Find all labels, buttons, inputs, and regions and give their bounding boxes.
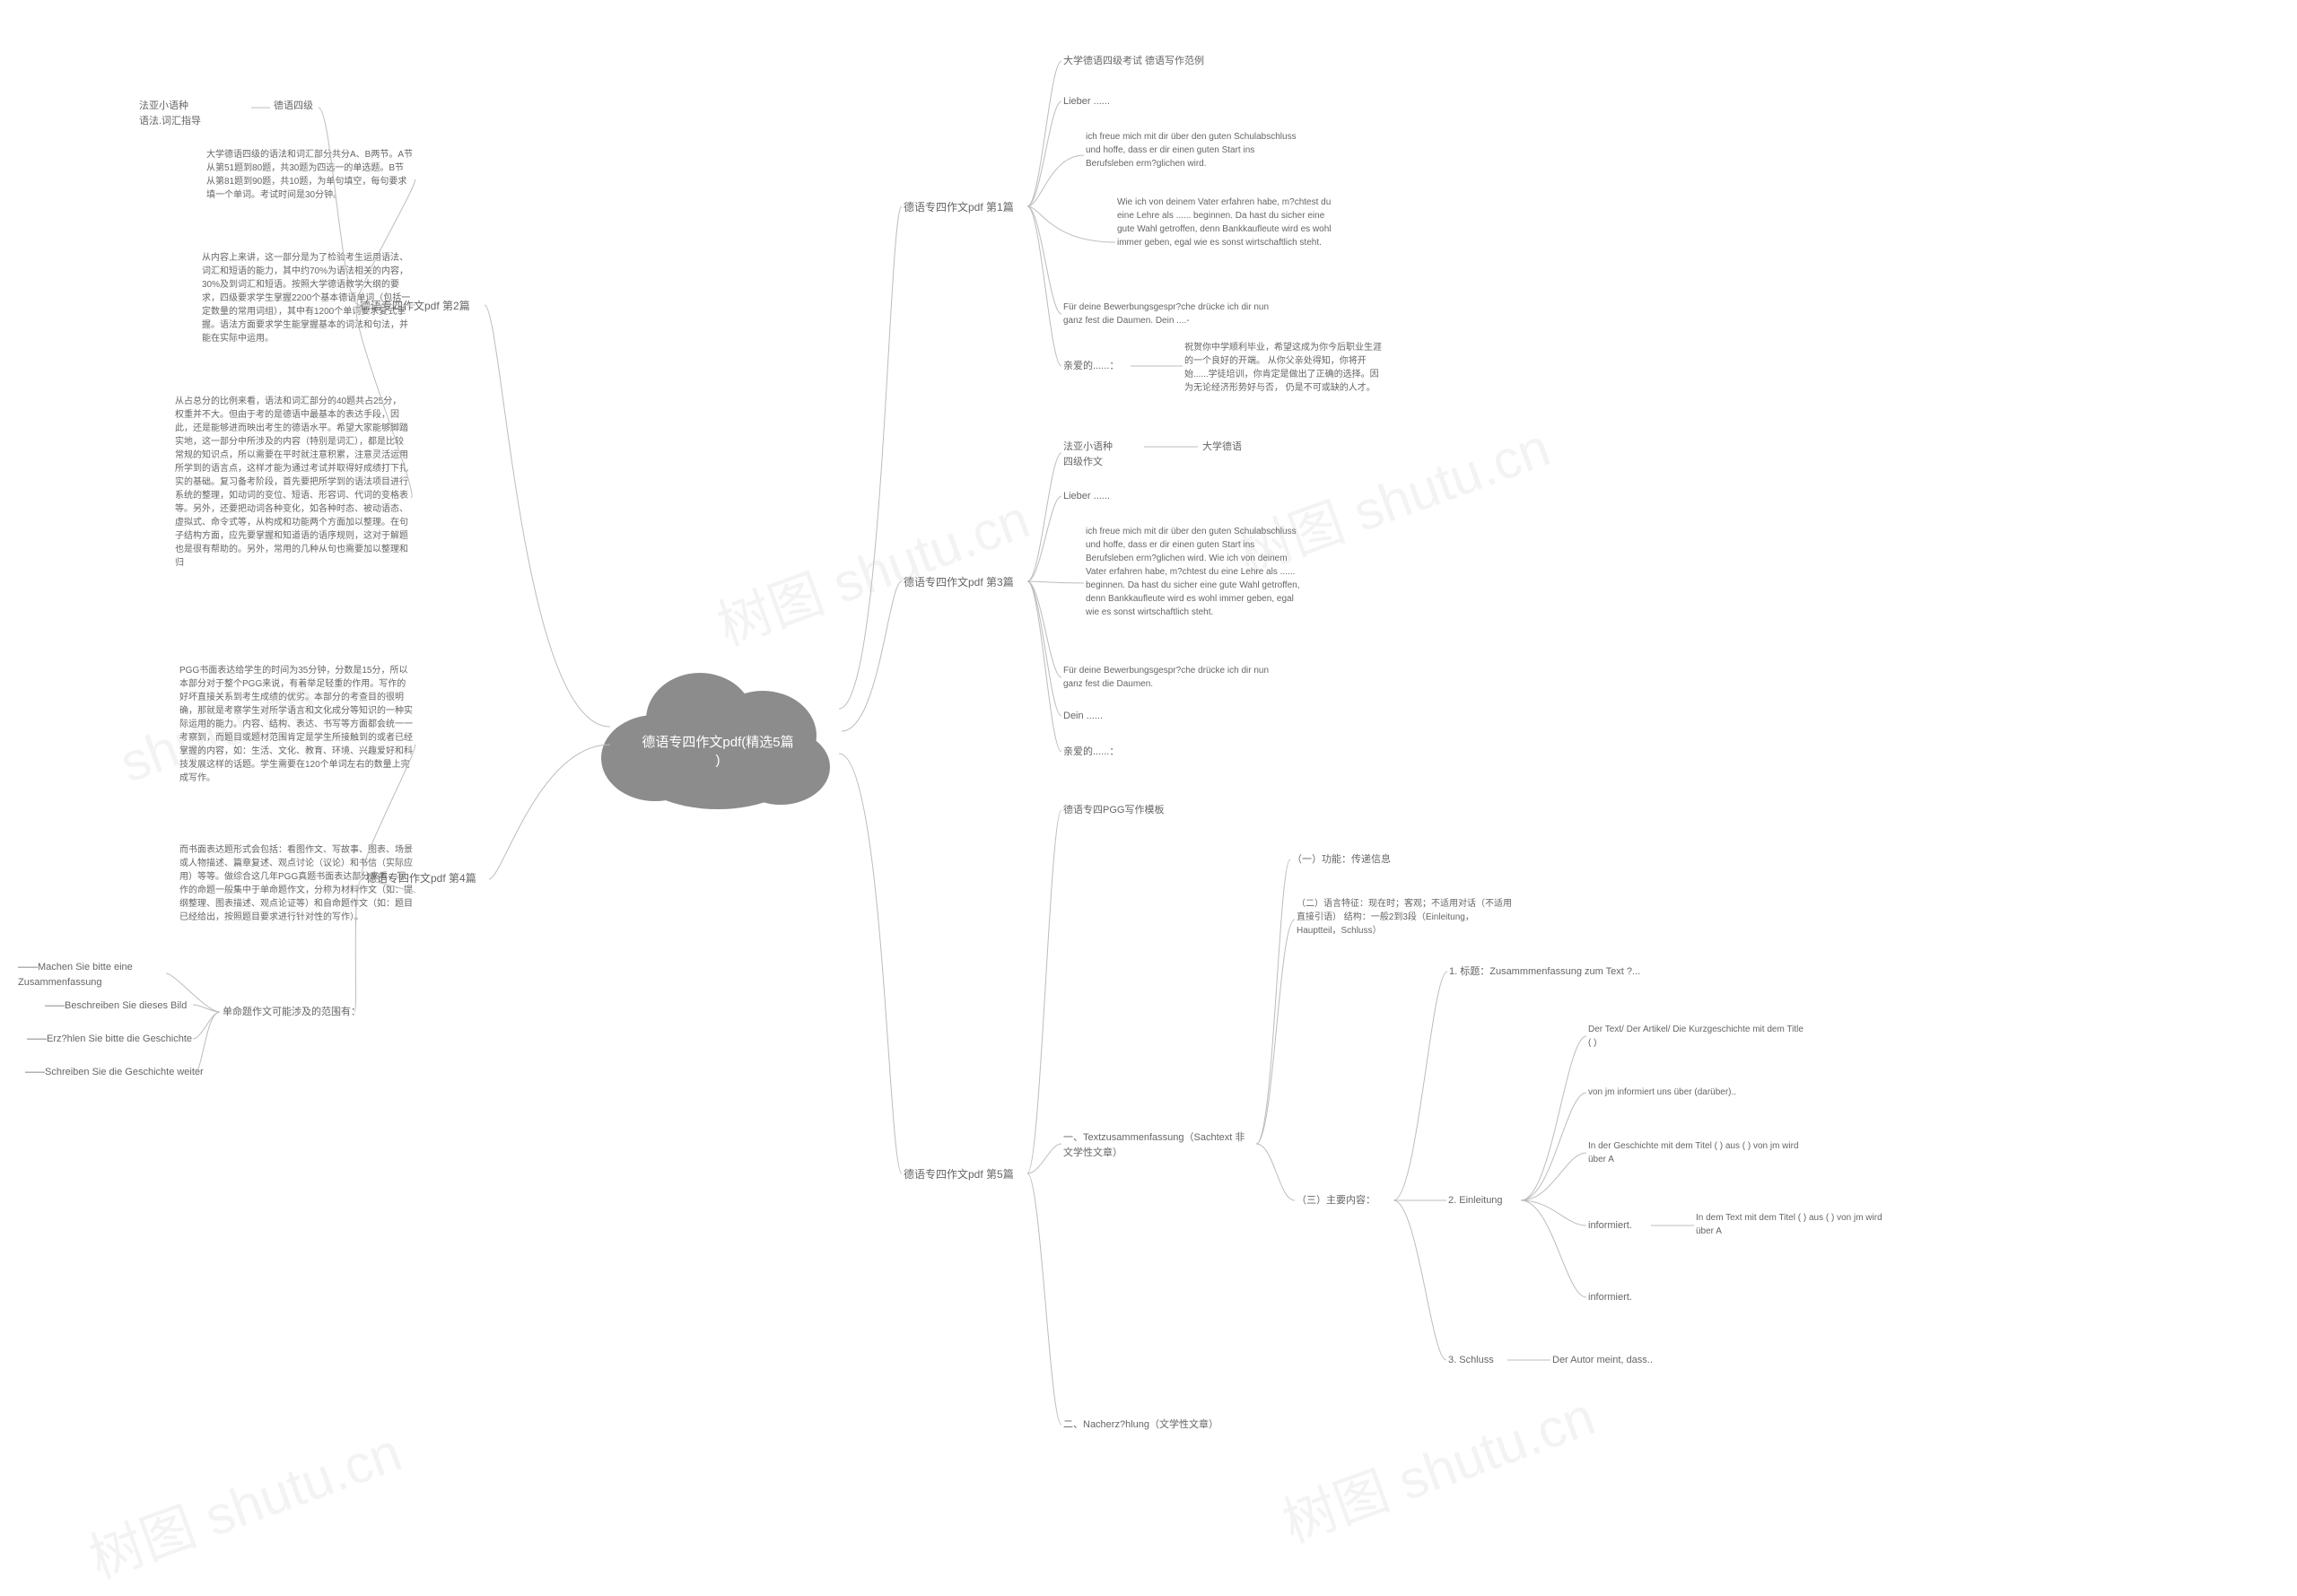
b1-item: Für deine Bewerbungsgespr?che drücke ich… <box>1063 301 1279 327</box>
b5-sub3: Der Text/ Der Artikel/ Die Kurzgeschicht… <box>1588 1023 1804 1050</box>
b3-item: Dein ...... <box>1063 709 1103 724</box>
b3-item: 亲爱的......： <box>1063 745 1119 760</box>
b5-item: 德语专四PGG写作模板 <box>1063 803 1164 818</box>
b3-item: 大学德语 <box>1202 440 1242 455</box>
b4-sub: ——Erz?hlen Sie bitte die Geschichte <box>27 1032 192 1047</box>
b5-item: 一、Textzusammenfassung（Sachtext 非文学性文章） <box>1063 1130 1252 1160</box>
b2-item: 从内容上来讲，这一部分是为了检验考生运用语法、词汇和短语的能力，其中约70%为语… <box>202 251 413 345</box>
b5-sub3: informiert. <box>1588 1290 1632 1305</box>
watermark: 树图 shutu.cn <box>77 1408 410 1593</box>
b5-sub3: von jm informiert uns über (darüber).. <box>1588 1086 1736 1099</box>
b5-sub: （一）功能：传递信息 <box>1292 852 1391 868</box>
center-title: 德语专四作文pdf(精选5篇) <box>592 734 843 771</box>
b5-sub3: Der Autor meint, dass.. <box>1552 1353 1653 1368</box>
watermark: 树图 shutu.cn <box>1271 1373 1603 1557</box>
b5-sub: （二）语言特征：现在时；客观；不适用对话（不适用直接引语） 结构：一般2到3段（… <box>1297 897 1512 938</box>
b3-item: ich freue mich mit dir über den guten Sc… <box>1086 525 1301 619</box>
b5-sub3: informiert. <box>1588 1218 1632 1234</box>
b5-sub2: 1. 标题：Zusammmenfassung zum Text ?... <box>1449 964 1640 980</box>
b3-item: Lieber ...... <box>1063 489 1110 504</box>
b1-item: ich freue mich mit dir über den guten Sc… <box>1086 130 1301 170</box>
branch-5: 德语专四作文pdf 第5篇 <box>904 1166 1014 1182</box>
b5-sub: （三）主要内容： <box>1297 1193 1376 1208</box>
b4-item: PGG书面表达给学生的时间为35分钟，分数是15分，所以本部分对于整个PGG来说… <box>179 664 413 785</box>
b1-sub: 祝贺你中学顺利毕业，希望这成为你今后职业生涯的一个良好的开端。 从你父亲处得知，… <box>1184 341 1386 395</box>
b2-item: 德语四级 <box>274 99 313 114</box>
b4-sub: ——Machen Sie bitte eineZusammenfassung <box>18 960 133 990</box>
b3-item: Für deine Bewerbungsgespr?che drücke ich… <box>1063 664 1279 691</box>
b2-item: 从占总分的比例来看，语法和词汇部分的40题共占25分，权重并不大。但由于考的是德… <box>175 395 408 570</box>
b5-sub3: In der Geschichte mit dem Titel ( ) aus … <box>1588 1139 1804 1166</box>
b3-item: 法亚小语种四级作文 <box>1063 440 1113 469</box>
center-node: 德语专四作文pdf(精选5篇) <box>592 664 843 812</box>
b1-item: 亲爱的......： <box>1063 359 1119 374</box>
b5-sub2: 2. Einleitung <box>1448 1193 1503 1208</box>
branch-1: 德语专四作文pdf 第1篇 <box>904 199 1014 215</box>
b2-item: 大学德语四级的语法和词汇部分共分A、B两节。A节从第51题到80题，共30题为四… <box>206 148 413 202</box>
b4-item: 单命题作文可能涉及的范围有： <box>223 1005 361 1020</box>
b5-sub2: 3. Schluss <box>1448 1353 1494 1368</box>
watermark: 树图 shutu.cn <box>705 475 1038 660</box>
b4-item: 而书面表达题形式会包括：看图作文、写故事、图表、场景或人物描述、篇章复述、观点讨… <box>179 843 413 924</box>
branch-3: 德语专四作文pdf 第3篇 <box>904 574 1014 590</box>
b1-item: 大学德语四级考试 德语写作范例 <box>1063 54 1204 69</box>
b4-sub: ——Beschreiben Sie dieses Bild <box>45 999 187 1014</box>
b1-item: Wie ich von deinem Vater erfahren habe, … <box>1117 196 1332 249</box>
b2-item: 法亚小语种语法.词汇指导 <box>139 99 201 128</box>
b5-sub4: In dem Text mit dem Titel ( ) aus ( ) vo… <box>1696 1211 1884 1238</box>
b1-item: Lieber ...... <box>1063 94 1110 109</box>
b4-sub: ——Schreiben Sie die Geschichte weiter <box>25 1065 204 1080</box>
b5-item: 二、Nacherz?hlung（文学性文章） <box>1063 1417 1218 1433</box>
